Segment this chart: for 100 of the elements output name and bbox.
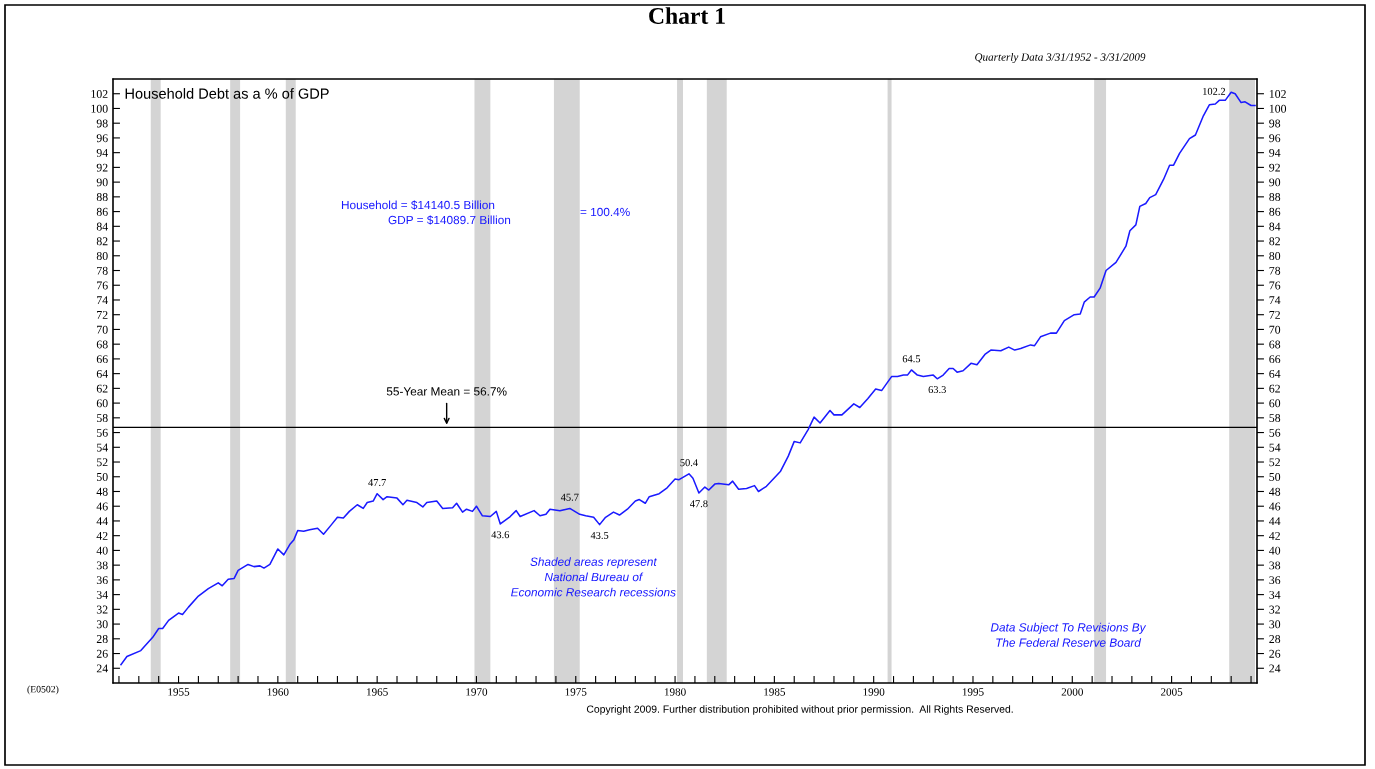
y2-tick-label: 96 <box>1269 134 1281 143</box>
x-tick-label: 1970 <box>466 688 488 696</box>
y2-tick-label: 88 <box>1269 193 1281 202</box>
y2-tick-label: 32 <box>1269 605 1280 614</box>
annotation: 43.6 <box>491 531 510 539</box>
y-tick-label: 52 <box>97 458 108 467</box>
y2-tick-label: 36 <box>1269 576 1281 585</box>
y2-tick-label: 56 <box>1269 428 1281 437</box>
annotation: Data Subject To Revisions By The Federal Reserve Board <box>990 622 1147 647</box>
y2-tick-label: 92 <box>1269 163 1280 172</box>
y-tick-label: 86 <box>96 207 108 216</box>
y-tick-label: 30 <box>96 620 108 629</box>
x-tick-label: 1990 <box>863 688 885 696</box>
y2-tick-label: 74 <box>1269 296 1281 305</box>
annotation: 47.7 <box>368 479 386 487</box>
y2-tick-label: 28 <box>1269 635 1281 644</box>
y2-tick-label: 98 <box>1269 119 1281 128</box>
y-tick-label: 58 <box>97 414 108 423</box>
x-tick-label: 1995 <box>962 688 984 696</box>
y-tick-label: 64 <box>96 369 108 378</box>
y2-tick-label: 66 <box>1269 355 1281 364</box>
x-tick-label: 1975 <box>565 688 587 696</box>
y2-tick-label: 100 <box>1269 104 1287 113</box>
y-tick-label: 24 <box>96 664 108 673</box>
y2-tick-label: 62 <box>1269 384 1280 393</box>
annotation: 50.4 <box>680 459 698 467</box>
x-tick-label: 1985 <box>764 688 786 696</box>
x-tick-label: 1955 <box>168 688 190 696</box>
annotation: 47.8 <box>689 500 708 508</box>
annotation: = 100.4% <box>580 207 630 217</box>
y-tick-label: 50 <box>97 473 108 481</box>
y-tick-label: 92 <box>96 163 108 172</box>
annotation: GDP = $14089.7 Billion <box>388 215 511 225</box>
y2-tick-label: 26 <box>1269 649 1281 658</box>
y-tick-label: 80 <box>96 252 108 260</box>
y-tick-label: 102 <box>91 89 108 98</box>
y-tick-label: 44 <box>96 517 108 526</box>
y2-tick-label: 34 <box>1269 590 1281 599</box>
annotation: 43.5 <box>590 531 609 539</box>
y2-tick-label: 44 <box>1269 517 1281 526</box>
y-tick-label: 40 <box>96 546 108 555</box>
y-tick-label: 48 <box>96 487 108 496</box>
y2-tick-label: 78 <box>1269 266 1281 275</box>
y2-tick-label: 42 <box>1269 531 1280 540</box>
x-tick-label: 1980 <box>664 688 686 696</box>
y-tick-label: 38 <box>96 561 108 570</box>
y-tick-label: 84 <box>96 222 108 231</box>
text: Copyright 2009. Further distribution prohibited without prior permission. All Rights Reserved. <box>586 705 1013 715</box>
y2-tick-label: 86 <box>1269 207 1281 216</box>
y-tick-label: 62 <box>96 384 108 393</box>
x-tick-label: 2000 <box>1061 688 1083 696</box>
annotation: Household = $14140.5 Billion <box>341 200 495 210</box>
y2-tick-label: 30 <box>1269 620 1281 629</box>
y2-tick-label: 82 <box>1269 237 1280 246</box>
y-tick-label: 88 <box>96 193 108 202</box>
chart-subtitle: Household Debt as a % of GDP <box>125 88 329 99</box>
y-tick-label: 94 <box>96 148 108 157</box>
y2-tick-label: 64 <box>1269 369 1281 378</box>
y2-tick-label: 58 <box>1269 414 1281 423</box>
y2-tick-label: 102 <box>1269 89 1286 98</box>
y2-tick-label: 50 <box>1269 473 1281 481</box>
y2-tick-label: 24 <box>1269 664 1281 673</box>
y2-tick-label: 38 <box>1269 561 1281 570</box>
ref-line-label: 55-Year Mean = 56.7% <box>386 387 507 396</box>
y2-tick-label: 90 <box>1269 178 1281 187</box>
y2-tick-label: 48 <box>1269 487 1281 496</box>
y2-tick-label: 52 <box>1269 458 1280 467</box>
y-tick-label: 78 <box>97 266 108 275</box>
annotation: Shaded areas represent National Bureau of Economic Research recessions <box>511 557 676 597</box>
y-tick-label: 60 <box>96 399 108 408</box>
y-tick-label: 26 <box>96 649 108 658</box>
y-tick-label: 32 <box>96 605 108 614</box>
y-tick-label: 42 <box>96 531 108 540</box>
y-tick-label: 96 <box>96 134 108 143</box>
y-tick-label: 66 <box>96 355 108 364</box>
y2-tick-label: 70 <box>1269 325 1281 334</box>
y-tick-label: 36 <box>96 576 108 585</box>
y2-tick-label: 72 <box>1269 310 1280 319</box>
annotation: 102.2 <box>1203 87 1226 95</box>
y-tick-label: 70 <box>97 325 108 334</box>
y-tick-label: 68 <box>96 340 108 349</box>
y2-tick-label: 84 <box>1269 222 1281 231</box>
y-tick-label: 90 <box>96 178 108 187</box>
annotation: 64.5 <box>902 355 921 363</box>
y2-tick-label: 76 <box>1269 281 1281 290</box>
y-tick-label: 56 <box>97 428 108 437</box>
chart-title: Chart 1 <box>649 7 725 24</box>
annotation: 63.3 <box>928 386 946 394</box>
y-tick-label: 46 <box>96 502 108 511</box>
y-tick-label: 98 <box>96 119 108 128</box>
y-tick-label: 100 <box>91 104 108 113</box>
y2-tick-label: 68 <box>1269 340 1281 349</box>
y-tick-label: 28 <box>96 635 108 644</box>
y2-tick-label: 60 <box>1269 399 1281 408</box>
y2-tick-label: 94 <box>1269 148 1281 157</box>
y2-tick-label: 46 <box>1269 502 1281 511</box>
y-tick-label: 54 <box>97 443 108 452</box>
text: Quarterly Data 3/31/1952 - 3/31/2009 <box>975 52 1146 64</box>
y-tick-label: 82 <box>96 237 108 246</box>
text: (E0502) <box>27 685 59 695</box>
